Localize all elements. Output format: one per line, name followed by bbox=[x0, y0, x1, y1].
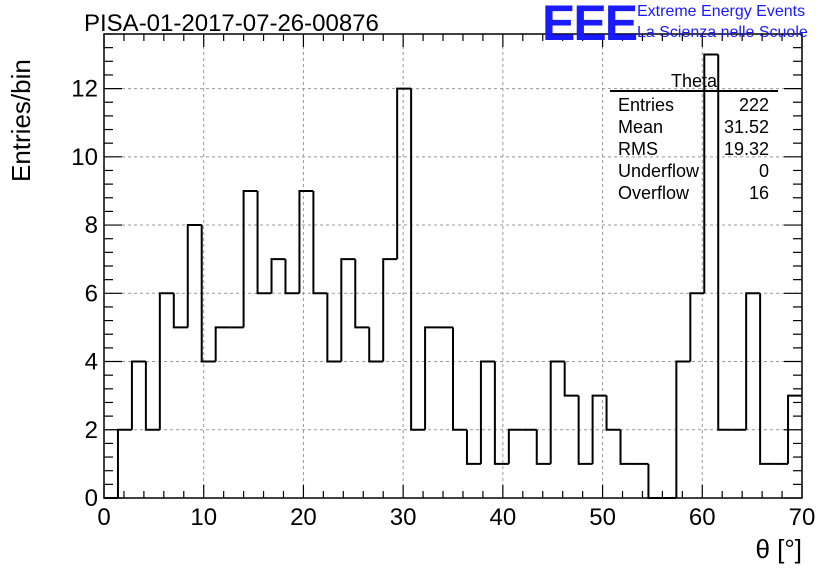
histogram-bin bbox=[577, 395, 593, 465]
histogram-bin bbox=[703, 53, 719, 294]
histogram-bin bbox=[298, 189, 314, 294]
histogram-bin bbox=[689, 292, 705, 362]
histogram-bin bbox=[563, 361, 579, 397]
y-tick-label: 10 bbox=[71, 144, 98, 171]
histogram-bin bbox=[647, 463, 663, 499]
stats-value: 31.52 bbox=[723, 117, 769, 137]
histogram-bin bbox=[144, 361, 160, 431]
histogram-bin bbox=[535, 429, 551, 465]
histogram-bin bbox=[479, 360, 495, 464]
y-tick-label: 8 bbox=[85, 212, 98, 239]
stats-value: 0 bbox=[758, 161, 769, 181]
histogram-bin bbox=[717, 54, 733, 431]
histogram-bin bbox=[396, 87, 412, 260]
histogram-bin bbox=[340, 258, 356, 362]
x-tick-label: 0 bbox=[97, 504, 110, 531]
y-axis-label: Entries/bin bbox=[6, 59, 36, 182]
histogram-bin bbox=[452, 327, 467, 431]
histogram-bin bbox=[270, 258, 286, 294]
histogram-bin bbox=[354, 259, 370, 329]
stats-box: Theta Entries 222 Mean 31.52 RMS 19.32 U… bbox=[610, 70, 778, 204]
y-tick-label: 6 bbox=[85, 280, 98, 307]
stats-row-rms: RMS 19.32 bbox=[610, 138, 778, 160]
histogram-bin bbox=[549, 360, 565, 464]
histogram-bin bbox=[312, 190, 328, 295]
stats-value: 19.32 bbox=[723, 139, 769, 159]
stats-title: Theta bbox=[610, 70, 778, 92]
histogram-bin bbox=[759, 293, 775, 465]
histogram-bin bbox=[787, 394, 802, 464]
histogram-bin bbox=[493, 361, 509, 465]
histogram-bin bbox=[368, 327, 384, 363]
histogram-bin bbox=[424, 326, 440, 430]
histogram-bin bbox=[214, 326, 230, 362]
x-axis: 0 10 20 30 40 50 60 70 bbox=[97, 34, 815, 531]
stats-value: 222 bbox=[738, 95, 769, 115]
histogram-bin bbox=[116, 428, 132, 498]
stats-label: RMS bbox=[618, 139, 658, 159]
x-tick-label: 60 bbox=[689, 504, 716, 531]
histogram-bin bbox=[242, 189, 258, 328]
plot-title: PISA-01-2017-07-26-00876 bbox=[84, 10, 379, 37]
histogram-bin bbox=[410, 88, 426, 431]
histogram-bin bbox=[158, 292, 174, 430]
x-tick-label: 70 bbox=[789, 504, 816, 531]
histogram-bin bbox=[745, 292, 761, 430]
stats-value: 16 bbox=[748, 183, 769, 203]
histogram-bin bbox=[326, 293, 342, 363]
stats-label: Underflow bbox=[618, 161, 700, 181]
histogram-bin bbox=[200, 225, 216, 363]
y-tick-label: 12 bbox=[71, 76, 98, 103]
stats-row-overflow: Overflow 16 bbox=[610, 182, 778, 204]
y-tick-label: 2 bbox=[85, 417, 98, 444]
histogram-bin bbox=[507, 428, 523, 464]
histogram-bin bbox=[186, 224, 202, 328]
x-tick-label: 50 bbox=[589, 504, 616, 531]
histogram-bin bbox=[619, 429, 635, 465]
histogram-bin bbox=[675, 360, 691, 498]
y-tick-label: 4 bbox=[85, 349, 98, 376]
histogram-bin bbox=[591, 394, 607, 464]
histogram-bin bbox=[284, 259, 300, 295]
y-axis: 0 2 4 6 8 10 12 bbox=[71, 33, 802, 512]
x-tick-label: 20 bbox=[290, 504, 317, 531]
logo-line-1: Extreme Energy Events bbox=[637, 3, 806, 20]
stats-label: Overflow bbox=[618, 183, 690, 203]
x-tick-label: 30 bbox=[390, 504, 417, 531]
y-tick-label: 0 bbox=[85, 485, 98, 512]
stats-row-underflow: Underflow 0 bbox=[610, 160, 778, 182]
stats-label: Mean bbox=[618, 117, 664, 137]
histogram-bin bbox=[465, 429, 481, 465]
x-tick-label: 10 bbox=[190, 504, 217, 531]
x-tick-label: 40 bbox=[490, 504, 517, 531]
stats-row-entries: Entries 222 bbox=[610, 94, 778, 116]
histogram-bin bbox=[382, 258, 398, 362]
histogram-bin bbox=[256, 190, 272, 295]
histogram-bin bbox=[172, 293, 188, 329]
histogram-bin bbox=[130, 360, 146, 430]
logo-line-2: La Scienza nelle Scuole bbox=[637, 24, 808, 41]
stats-label: Entries bbox=[618, 95, 675, 115]
stats-row-mean: Mean 31.52 bbox=[610, 116, 778, 138]
histogram-series bbox=[104, 53, 802, 499]
x-axis-label: θ [°] bbox=[755, 534, 802, 564]
eee-logo: EEE bbox=[542, 0, 638, 51]
histogram-bin bbox=[605, 395, 621, 431]
